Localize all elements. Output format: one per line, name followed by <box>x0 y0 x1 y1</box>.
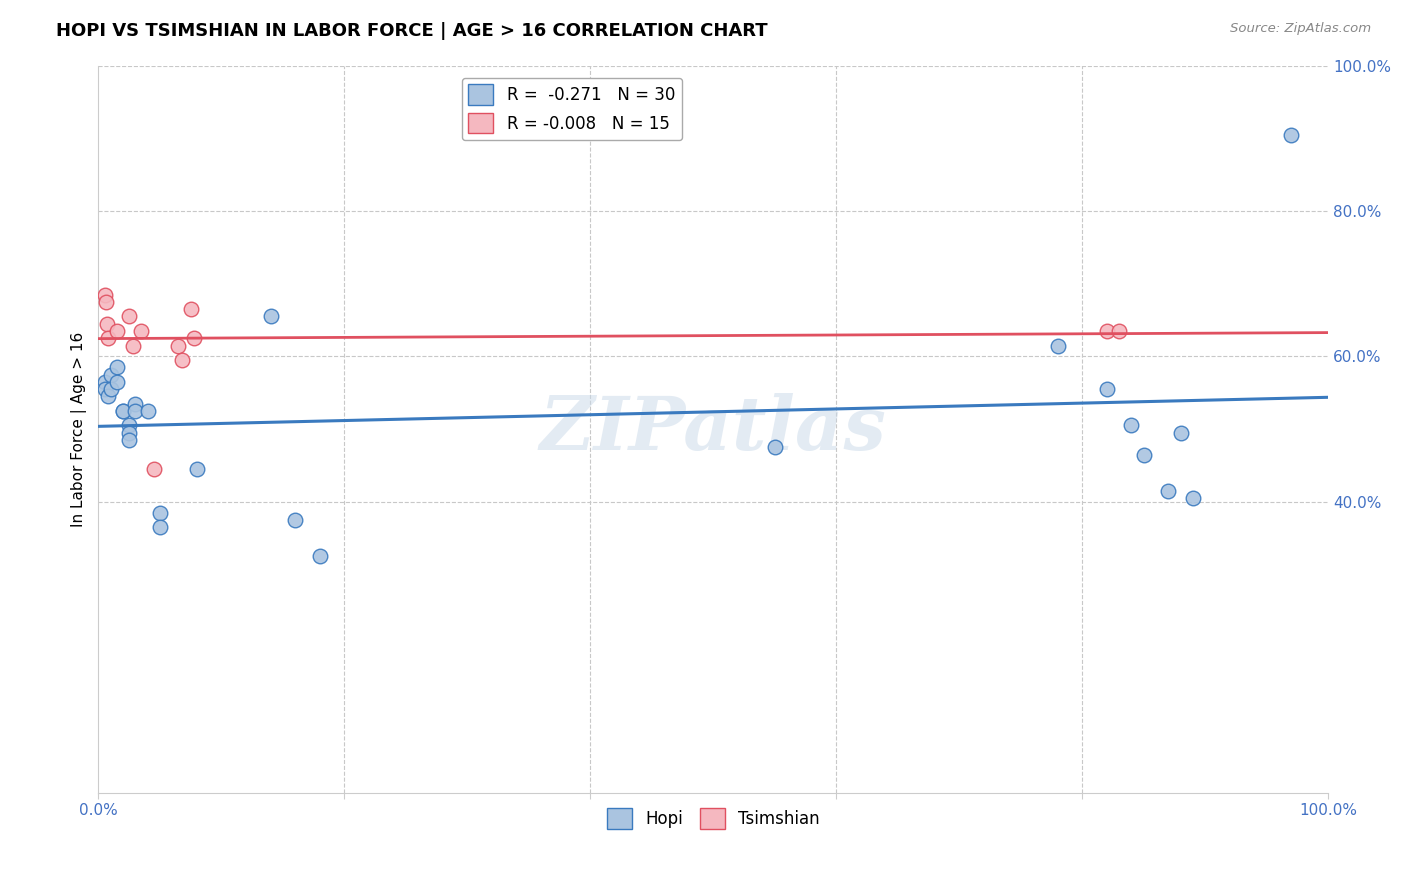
Point <box>1157 483 1180 498</box>
Point <box>1181 491 1204 506</box>
Point <box>94 294 117 309</box>
Text: HOPI VS TSIMSHIAN IN LABOR FORCE | AGE > 16 CORRELATION CHART: HOPI VS TSIMSHIAN IN LABOR FORCE | AGE >… <box>56 22 768 40</box>
Point <box>97 331 120 345</box>
Point <box>149 520 172 534</box>
Point <box>308 549 330 564</box>
Point <box>1132 448 1154 462</box>
Point <box>284 513 307 527</box>
Point <box>1279 128 1302 142</box>
Point <box>124 404 146 418</box>
Text: Source: ZipAtlas.com: Source: ZipAtlas.com <box>1230 22 1371 36</box>
Point <box>111 404 134 418</box>
Point <box>142 462 165 476</box>
Point <box>118 433 141 447</box>
Point <box>1170 425 1192 440</box>
Point <box>1095 324 1118 338</box>
Point <box>105 375 128 389</box>
Point <box>93 287 115 301</box>
Point <box>111 404 134 418</box>
Point <box>97 389 120 403</box>
Point <box>180 302 202 317</box>
Point <box>93 382 115 396</box>
Point <box>1095 382 1118 396</box>
Point <box>96 317 118 331</box>
Point <box>167 338 190 352</box>
Point <box>1046 338 1069 352</box>
Point <box>100 382 122 396</box>
Point <box>118 418 141 433</box>
Point <box>183 331 205 345</box>
Point <box>118 310 141 324</box>
Point <box>105 360 128 375</box>
Point <box>1108 324 1130 338</box>
Point <box>259 310 281 324</box>
Point <box>186 462 208 476</box>
Text: ZIPatlas: ZIPatlas <box>540 392 887 466</box>
Point <box>121 338 143 352</box>
Point <box>118 425 141 440</box>
Point <box>131 324 153 338</box>
Point <box>149 506 172 520</box>
Point <box>93 375 115 389</box>
Point <box>763 440 786 454</box>
Point <box>170 353 193 368</box>
Legend: Hopi, Tsimshian: Hopi, Tsimshian <box>600 802 827 835</box>
Point <box>100 368 122 382</box>
Point <box>124 397 146 411</box>
Point <box>105 324 128 338</box>
Point <box>136 404 159 418</box>
Y-axis label: In Labor Force | Age > 16: In Labor Force | Age > 16 <box>72 332 87 527</box>
Point <box>1121 418 1143 433</box>
